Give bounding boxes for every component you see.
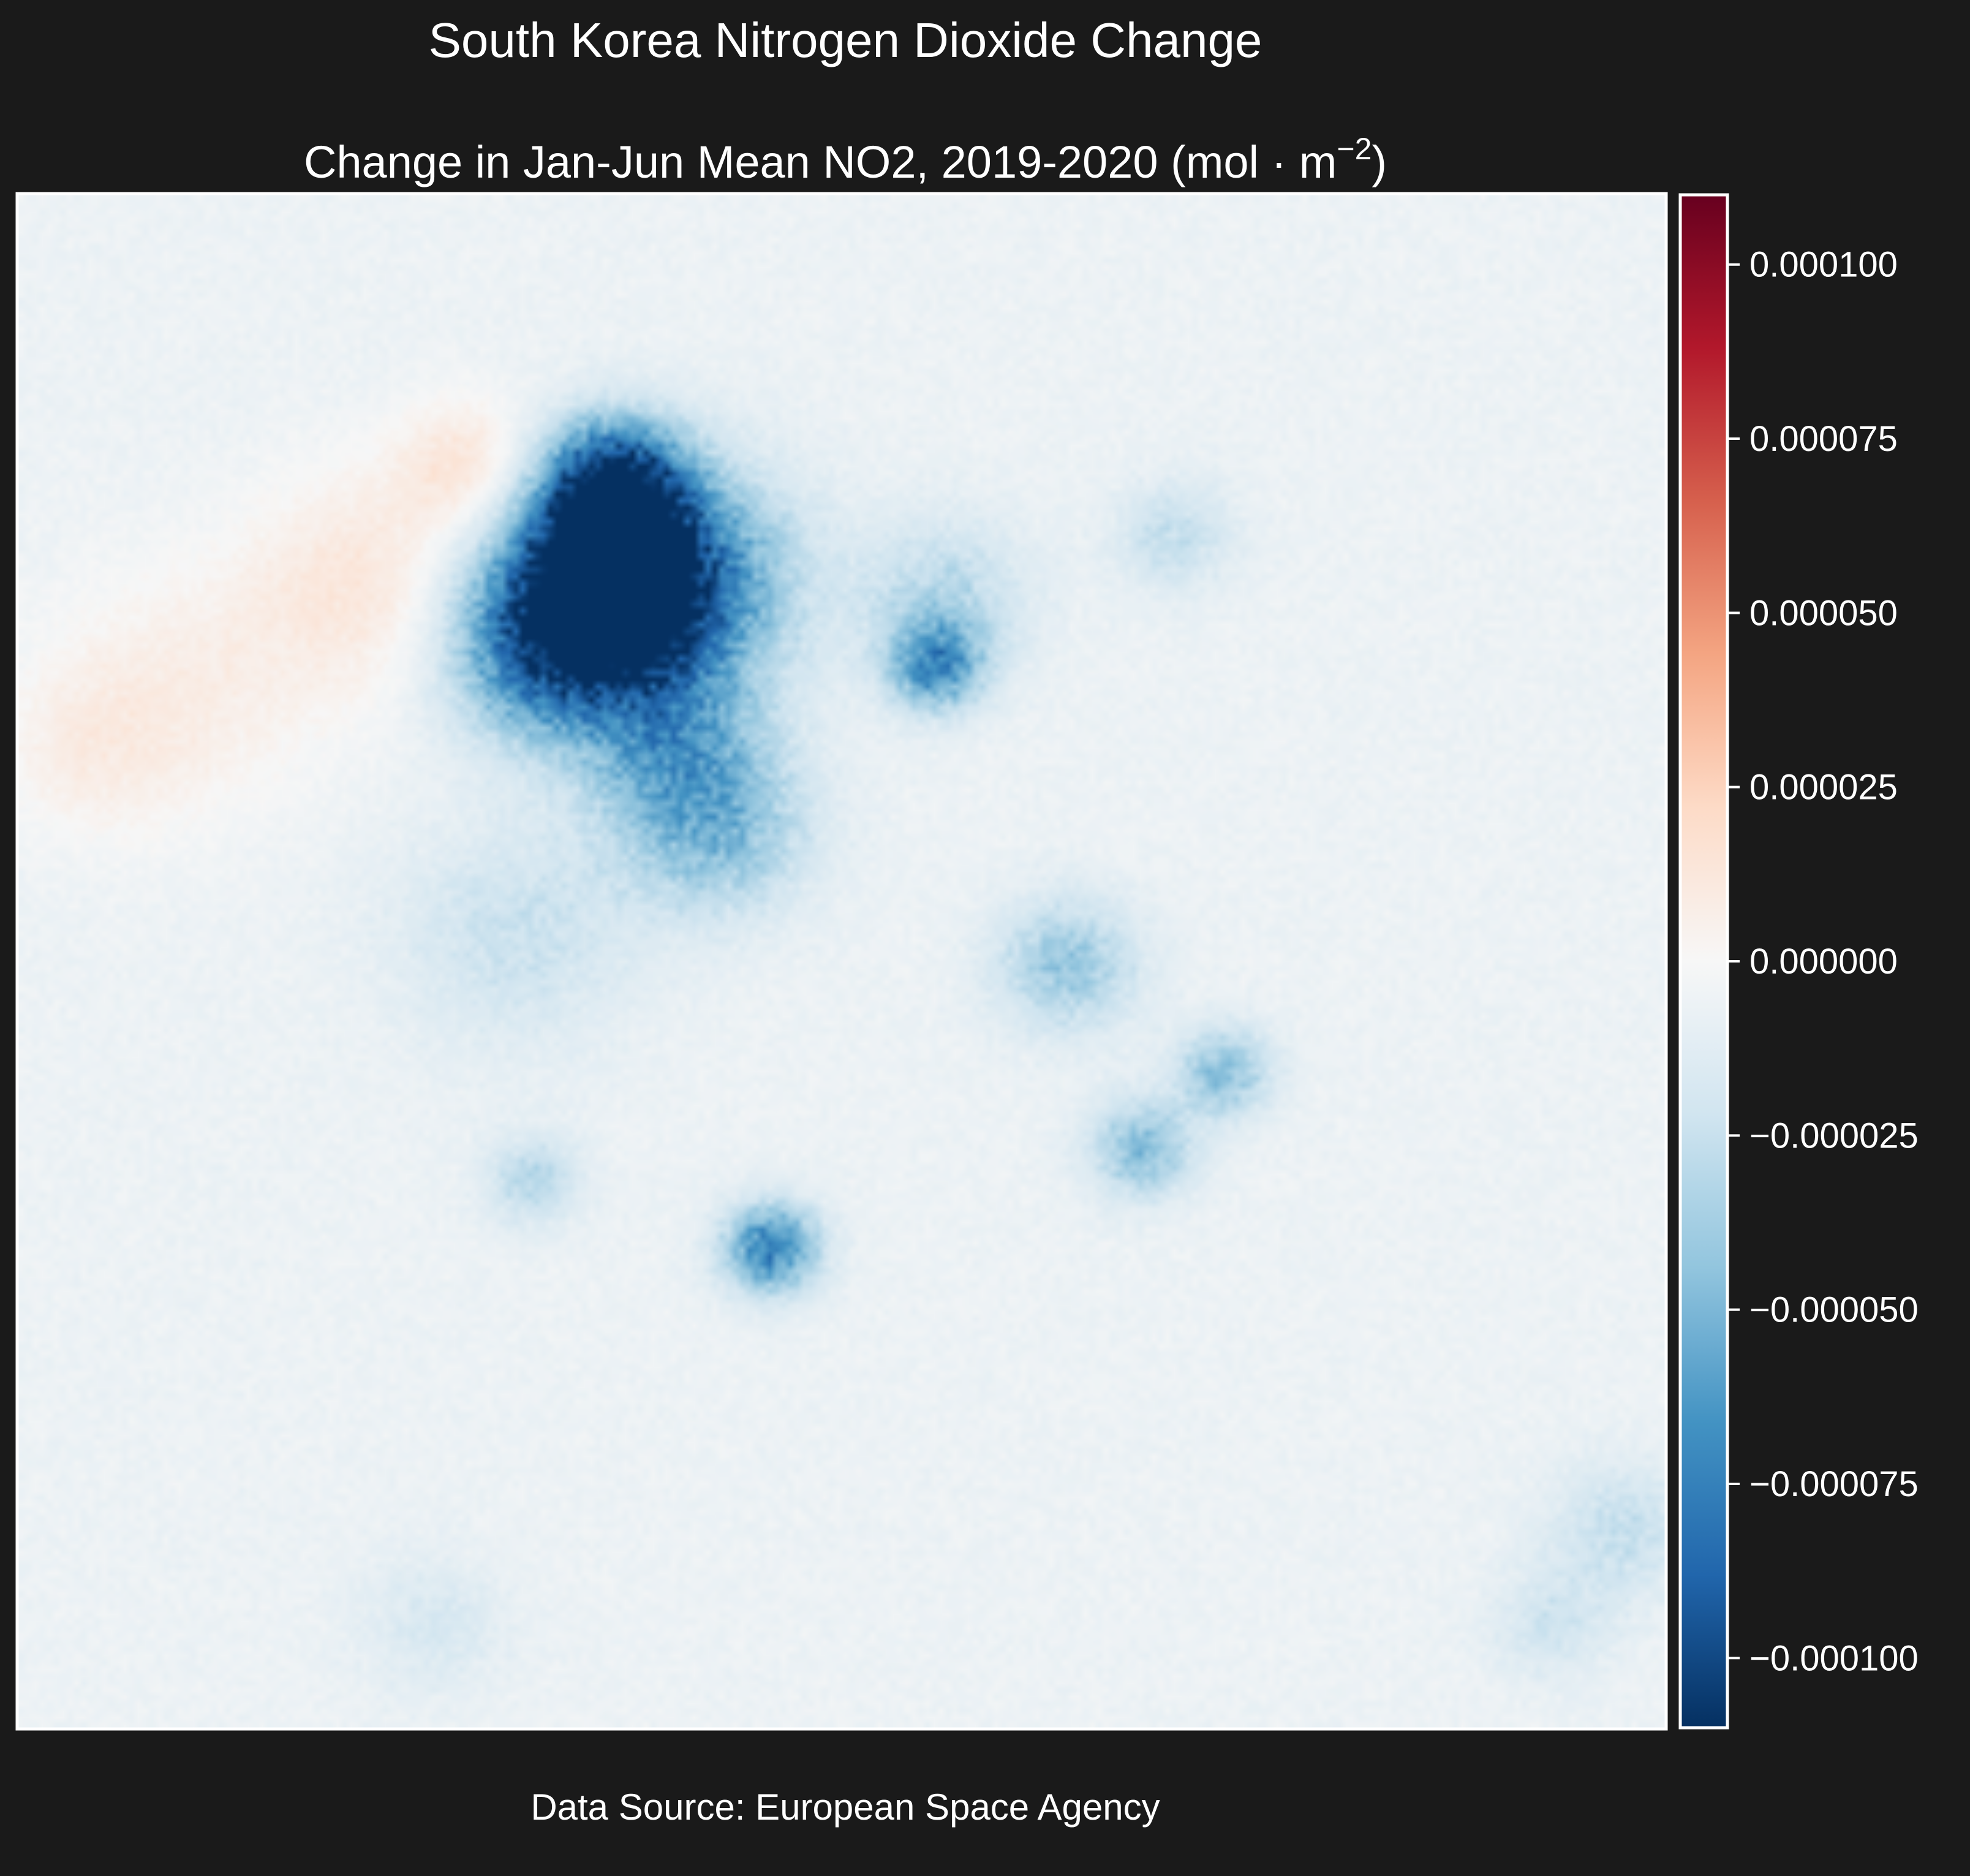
plot-frame xyxy=(15,192,1668,1731)
heatmap-plot xyxy=(15,192,1668,1731)
colorbar-tick-label: 0.000000 xyxy=(1749,942,1898,981)
subtitle-close: ) xyxy=(1372,137,1387,187)
colorbar-tick-label: −0.000050 xyxy=(1749,1290,1919,1330)
subtitle-text: Change in Jan-Jun Mean NO2, 2019-2020 (m… xyxy=(304,137,1259,187)
colorbar-tick-label: 0.000025 xyxy=(1749,768,1898,808)
colorbar: 0.000100 0.000075 0.000050 0.000025 0.000000… xyxy=(1678,193,1919,1730)
no2-heatmap-image xyxy=(18,195,1665,1728)
colorbar-tick-label: 0.000100 xyxy=(1749,245,1898,285)
data-source-note: Data Source: European Space Agency xyxy=(530,1787,1160,1828)
colorbar-tick-label: 0.000050 xyxy=(1749,593,1898,633)
colorbar-tick-label: −0.000100 xyxy=(1749,1638,1919,1678)
chart-subtitle: Change in Jan-Jun Mean NO2, 2019-2020 (m… xyxy=(304,132,1387,187)
colorbar-tick-label: −0.000025 xyxy=(1749,1116,1919,1155)
subtitle-unit-base: m xyxy=(1299,137,1337,187)
colorbar-tick-label: 0.000075 xyxy=(1749,419,1898,459)
subtitle-unit-exp: −2 xyxy=(1337,132,1372,166)
colorbar-tick-label: −0.000075 xyxy=(1749,1464,1919,1504)
subtitle-dot: · xyxy=(1259,137,1299,187)
colorbar-ticks: 0.000100 0.000075 0.000050 0.000025 0.000000… xyxy=(1727,245,1919,1678)
colorbar-fill xyxy=(1680,195,1727,1728)
figure-title: South Korea Nitrogen Dioxide Change xyxy=(429,13,1262,67)
